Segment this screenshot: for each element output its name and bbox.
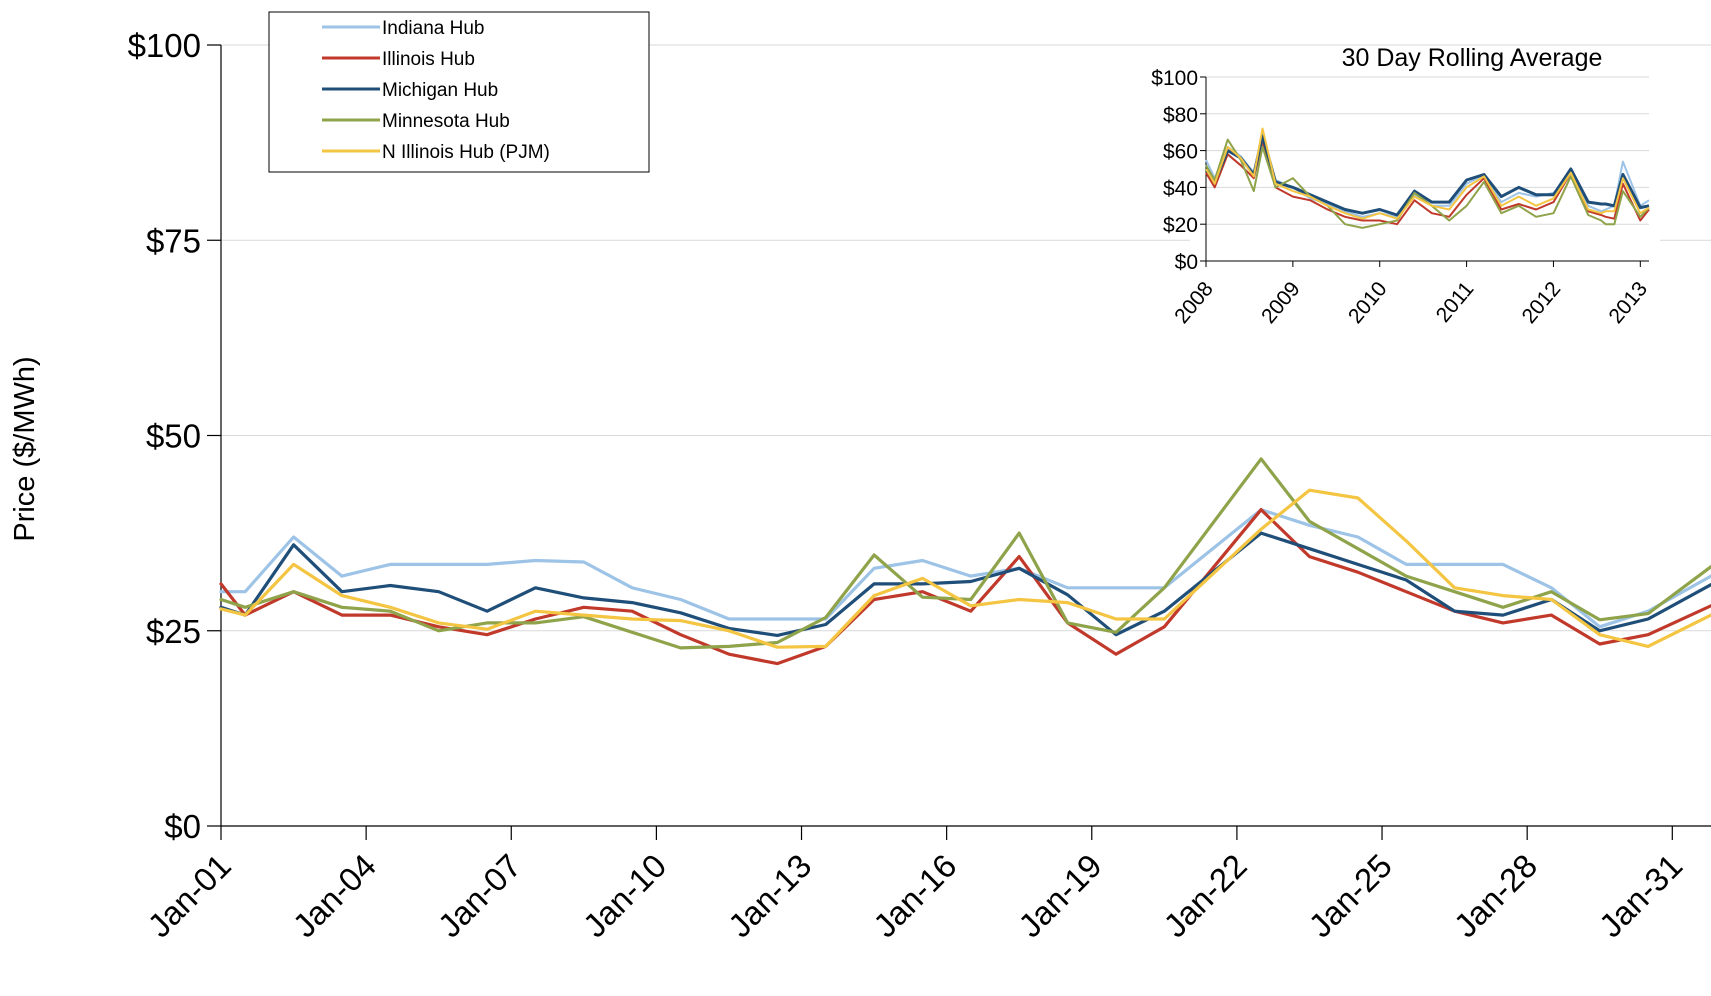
inset-series-line: [1205, 127, 1650, 220]
inset-x-tick-label: 2009: [1257, 277, 1305, 328]
main-x-tick-label: Jan-13: [721, 847, 819, 945]
inset-x-tick-label: 2008: [1170, 277, 1218, 328]
main-x-tick-label: Jan-25: [1301, 847, 1399, 945]
inset-y-tick-label: $40: [1163, 177, 1198, 200]
main-x-tick-label: Jan-07: [431, 847, 529, 945]
main-y-ticks: $0 $25 $50 $75 $100: [128, 27, 221, 845]
series-line-minnesota-hub: [219, 457, 1711, 650]
inset-series-group: [1204, 127, 1650, 229]
inset-x-tick-label: 2013: [1604, 277, 1652, 328]
main-x-tick-label: Jan-16: [866, 847, 964, 945]
inset-y-tick-label: $0: [1175, 251, 1198, 274]
main-x-ticks: Jan-01 Jan-04 Jan-07 Jan-10 Jan-13 Jan-16 Jan-…: [140, 826, 1689, 944]
inset-chart: 30 Day Rolling Average $0 $20 $40 $60 $80 $10…: [1151, 44, 1660, 328]
inset-title: 30 Day Rolling Average: [1342, 44, 1603, 72]
main-y-tick-label: $50: [146, 418, 201, 455]
inset-y-tick-label: $20: [1163, 214, 1198, 237]
main-x-tick-label: Jan-04: [286, 847, 384, 945]
inset-x-tick-label: 2010: [1344, 277, 1392, 328]
inset-x-tick-label: 2011: [1432, 277, 1479, 326]
inset-gridlines: [1206, 76, 1649, 225]
legend-entry: Indiana Hub: [382, 18, 484, 39]
legend-entry: Illinois Hub: [382, 49, 475, 70]
inset-y-ticks: $0 $20 $40 $60 $80 $100: [1151, 67, 1206, 274]
main-x-tick-label: Jan-22: [1156, 847, 1254, 945]
series-line-michigan-hub: [219, 531, 1711, 638]
inset-y-tick-label: $80: [1163, 104, 1198, 127]
main-y-tick-label: $25: [146, 613, 201, 650]
series-line-illinois-hub: [219, 508, 1711, 666]
main-x-tick-label: Jan-31: [1592, 847, 1690, 945]
legend-entry: Michigan Hub: [382, 80, 498, 101]
inset-y-tick-label: $60: [1163, 141, 1198, 164]
legend: Indiana Hub Illinois Hub Michigan Hub Minne…: [268, 11, 650, 173]
inset-background: [1190, 64, 1660, 274]
y-axis-label: Price ($/MWh): [9, 356, 41, 541]
inset-x-tick-label: 2012: [1518, 277, 1566, 328]
main-x-tick-label: Jan-10: [576, 847, 674, 945]
series-line-n-illinois-hub-pjm: [219, 488, 1711, 649]
inset-series-line: [1204, 134, 1650, 217]
main-x-tick-label: Jan-19: [1011, 847, 1109, 945]
main-y-tick-label: $0: [164, 808, 201, 845]
main-x-tick-label: Jan-01: [140, 847, 238, 945]
legend-entry: Minnesota Hub: [382, 111, 510, 132]
main-x-tick-label: Jan-28: [1447, 847, 1545, 945]
legend-box: [268, 11, 650, 173]
series-line-indiana-hub: [219, 508, 1711, 629]
legend-entry: N Illinois Hub (PJM): [382, 142, 550, 163]
inset-y-tick-label: $100: [1151, 67, 1198, 90]
main-y-tick-label: $100: [128, 27, 201, 64]
main-series-group: [219, 457, 1711, 666]
main-y-tick-label: $75: [146, 222, 201, 259]
